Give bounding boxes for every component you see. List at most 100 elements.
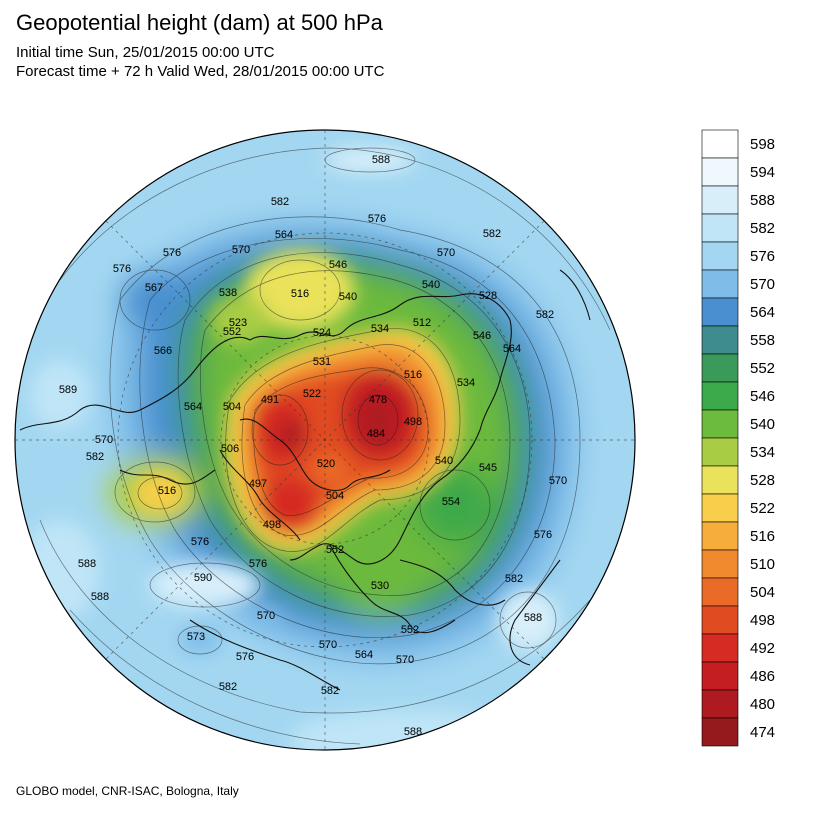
legend-label: 486 bbox=[750, 668, 775, 685]
legend-label: 474 bbox=[750, 724, 775, 741]
contour-labels: 588 582 576 582 564 570 576 576 570 546 540 567 538 5… bbox=[59, 154, 567, 738]
legend-swatch bbox=[701, 549, 739, 579]
legend-label: 516 bbox=[750, 528, 775, 545]
contour-label: 588 bbox=[524, 612, 542, 624]
forecast-time: Forecast time + 72 h Valid Wed, 28/01/20… bbox=[16, 63, 385, 80]
contour-label: 524 bbox=[313, 327, 331, 339]
legend-label: 552 bbox=[750, 360, 775, 377]
contour-label: 522 bbox=[303, 388, 321, 400]
legend-swatch bbox=[701, 521, 739, 551]
initial-time: Initial time Sun, 25/01/2015 00:00 UTC bbox=[16, 44, 275, 61]
legend-label: 576 bbox=[750, 248, 775, 265]
contour-label: 588 bbox=[372, 154, 390, 166]
contour-label: 590 bbox=[194, 572, 212, 584]
contour-label: 552 bbox=[401, 624, 419, 636]
contour-label: 484 bbox=[367, 428, 385, 440]
contour-label: 582 bbox=[483, 228, 501, 240]
contour-label: 576 bbox=[249, 558, 267, 570]
contour-label: 531 bbox=[313, 356, 331, 368]
contour-label: 516 bbox=[291, 288, 309, 300]
contour-label: 570 bbox=[232, 244, 250, 256]
contour-label: 552 bbox=[223, 326, 241, 338]
contour-label: 516 bbox=[158, 485, 176, 497]
legend-swatch bbox=[701, 213, 739, 243]
legend-label: 588 bbox=[750, 192, 775, 209]
legend-label: 558 bbox=[750, 332, 775, 349]
contour-label: 497 bbox=[249, 478, 267, 490]
contour-label: 545 bbox=[479, 462, 497, 474]
contour-label: 570 bbox=[396, 654, 414, 666]
contour-label: 478 bbox=[369, 394, 387, 406]
contour-label: 530 bbox=[371, 580, 389, 592]
contour-label: 498 bbox=[404, 416, 422, 428]
legend-swatch bbox=[701, 353, 739, 383]
legend-swatch bbox=[701, 493, 739, 523]
contour-label: 540 bbox=[435, 455, 453, 467]
contour-label: 564 bbox=[355, 649, 373, 661]
contour-label: 516 bbox=[404, 369, 422, 381]
legend-label: 564 bbox=[750, 304, 775, 321]
contour-label: 564 bbox=[503, 343, 521, 355]
legend-label: 546 bbox=[750, 388, 775, 405]
legend-label: 492 bbox=[750, 640, 775, 657]
contour-label: 504 bbox=[223, 401, 241, 413]
contour-label: 576 bbox=[236, 651, 254, 663]
color-legend: 598 594 588 582 576 570 564 558 552 546 540 534 528 5… bbox=[701, 129, 775, 747]
legend-swatch bbox=[701, 605, 739, 635]
map-border bbox=[14, 129, 636, 751]
coastlines bbox=[19, 269, 591, 691]
graticule bbox=[15, 130, 635, 750]
contour-label: 498 bbox=[263, 519, 281, 531]
legend-swatch bbox=[701, 409, 739, 439]
legend-swatch bbox=[701, 185, 739, 215]
contour-label: 534 bbox=[457, 377, 475, 389]
contour-label: 576 bbox=[534, 529, 552, 541]
legend-label: 498 bbox=[750, 612, 775, 629]
contour-label: 520 bbox=[317, 458, 335, 470]
legend-swatch bbox=[701, 717, 739, 747]
legend-label: 570 bbox=[750, 276, 775, 293]
contour-label: 512 bbox=[413, 317, 431, 329]
legend-swatch bbox=[701, 269, 739, 299]
contour-label: 582 bbox=[505, 573, 523, 585]
contour-label: 588 bbox=[91, 591, 109, 603]
contour-label: 567 bbox=[145, 282, 163, 294]
legend-label: 504 bbox=[750, 584, 775, 601]
legend-swatch bbox=[701, 381, 739, 411]
contour-label: 582 bbox=[86, 451, 104, 463]
legend-swatch bbox=[701, 157, 739, 187]
legend-swatch bbox=[701, 633, 739, 663]
contour-label: 564 bbox=[275, 229, 293, 241]
contour-label: 576 bbox=[368, 213, 386, 225]
model-credit: GLOBO model, CNR-ISAC, Bologna, Italy bbox=[16, 784, 239, 798]
contour-label: 582 bbox=[536, 309, 554, 321]
legend-swatch bbox=[701, 297, 739, 327]
contour-label: 538 bbox=[219, 287, 237, 299]
legend-label: 510 bbox=[750, 556, 775, 573]
legend-label: 522 bbox=[750, 500, 775, 517]
legend-label: 594 bbox=[750, 164, 775, 181]
chart-title: Geopotential height (dam) at 500 hPa bbox=[16, 10, 383, 35]
contour-label: 582 bbox=[271, 196, 289, 208]
contour-label: 504 bbox=[326, 490, 344, 502]
legend-swatch bbox=[701, 465, 739, 495]
contour-label: 540 bbox=[422, 279, 440, 291]
contour-label: 528 bbox=[479, 290, 497, 302]
contour-label: 576 bbox=[163, 247, 181, 259]
legend-swatch bbox=[701, 129, 739, 159]
contour-label: 582 bbox=[219, 681, 237, 693]
height-field bbox=[15, 130, 635, 750]
legend-label: 598 bbox=[750, 136, 775, 153]
legend-swatch bbox=[701, 661, 739, 691]
legend-label: 540 bbox=[750, 416, 775, 433]
legend-label: 534 bbox=[750, 444, 775, 461]
contour-label: 582 bbox=[321, 685, 339, 697]
contour-label: 570 bbox=[437, 247, 455, 259]
contour-label: 540 bbox=[339, 291, 357, 303]
contour-label: 576 bbox=[113, 263, 131, 275]
contour-label: 570 bbox=[319, 639, 337, 651]
contour-label: 552 bbox=[326, 544, 344, 556]
contour-label: 570 bbox=[549, 475, 567, 487]
contour-label: 554 bbox=[442, 496, 460, 508]
